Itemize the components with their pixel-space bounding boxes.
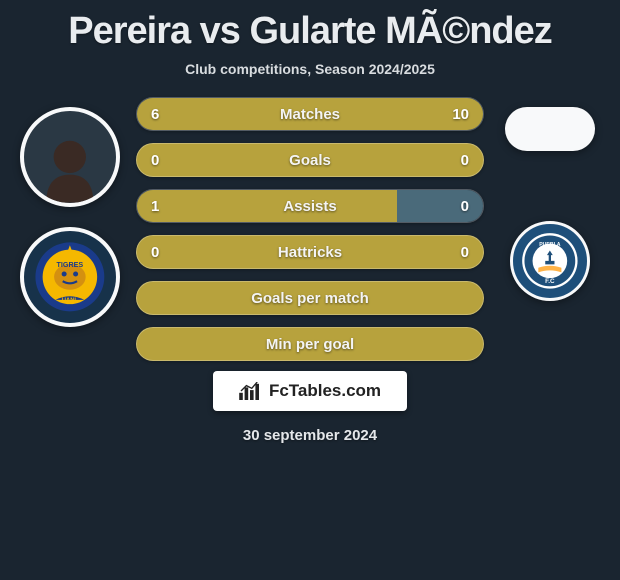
stat-label: Min per goal xyxy=(266,336,354,353)
stat-row-matches: 6 Matches 10 xyxy=(136,97,484,131)
stat-row-gpm: Goals per match xyxy=(136,281,484,315)
stat-label: Hattricks xyxy=(278,244,342,261)
stat-label: Goals xyxy=(289,152,331,169)
svg-text:F.C: F.C xyxy=(545,278,555,285)
svg-text:PUEBLA: PUEBLA xyxy=(539,242,561,248)
stat-right-value: 0 xyxy=(461,152,469,169)
page-title: Pereira vs Gularte MÃ©ndez xyxy=(68,10,552,53)
player-right-avatar-placeholder xyxy=(505,107,595,151)
attribution-badge: FcTables.com xyxy=(213,371,407,411)
stat-overlay: Goals per match xyxy=(137,282,483,314)
stats-column: 6 Matches 10 0 Goals 0 1 Assists 0 0 Hattricks 0 Goa… xyxy=(130,97,490,361)
stat-right-value: 10 xyxy=(452,106,469,123)
svg-text:UANL: UANL xyxy=(62,297,78,303)
stat-label: Assists xyxy=(283,198,336,215)
stat-left-value: 0 xyxy=(151,244,159,261)
club-right-badge: PUEBLA F.C xyxy=(510,221,590,301)
left-column: TIGRES UANL xyxy=(10,97,130,327)
stat-label: Goals per match xyxy=(251,290,369,307)
club-left-badge: TIGRES UANL xyxy=(20,227,120,327)
subtitle: Club competitions, Season 2024/2025 xyxy=(185,61,435,77)
main-area: TIGRES UANL 6 Matches 10 0 Goals 0 1 Assists 0 0 H… xyxy=(0,97,620,361)
puebla-badge-icon: PUEBLA F.C xyxy=(521,232,579,290)
stat-row-assists: 1 Assists 0 xyxy=(136,189,484,223)
footer-date: 30 september 2024 xyxy=(243,427,377,444)
chart-icon xyxy=(239,382,261,400)
stat-left-value: 6 xyxy=(151,106,159,123)
player-left-avatar xyxy=(20,107,120,207)
stat-row-goals: 0 Goals 0 xyxy=(136,143,484,177)
stat-overlay: 0 Goals 0 xyxy=(137,144,483,176)
person-silhouette-icon xyxy=(33,129,107,203)
stat-row-hattricks: 0 Hattricks 0 xyxy=(136,235,484,269)
right-column: PUEBLA F.C xyxy=(490,97,610,301)
stat-right-value: 0 xyxy=(461,244,469,261)
stat-left-value: 1 xyxy=(151,198,159,215)
stat-overlay: Min per goal xyxy=(137,328,483,360)
tigres-badge-icon: TIGRES UANL xyxy=(34,241,106,313)
svg-text:TIGRES: TIGRES xyxy=(57,261,84,269)
stat-left-value: 0 xyxy=(151,152,159,169)
stat-right-value: 0 xyxy=(461,198,469,215)
stat-row-mpg: Min per goal xyxy=(136,327,484,361)
attribution-text: FcTables.com xyxy=(269,381,381,401)
stat-overlay: 0 Hattricks 0 xyxy=(137,236,483,268)
stat-overlay: 1 Assists 0 xyxy=(137,190,483,222)
stat-overlay: 6 Matches 10 xyxy=(137,98,483,130)
stat-label: Matches xyxy=(280,106,340,123)
